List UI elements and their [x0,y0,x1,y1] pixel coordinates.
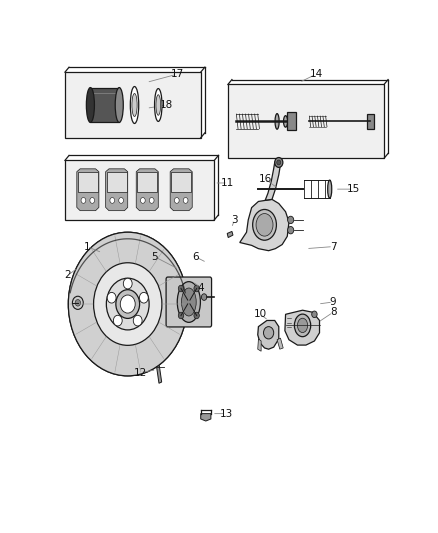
Ellipse shape [115,87,123,123]
Circle shape [178,285,184,292]
Polygon shape [227,231,233,238]
Bar [228,84,384,158]
Ellipse shape [68,232,187,376]
Circle shape [119,198,124,203]
Text: 3: 3 [231,215,238,225]
Circle shape [107,293,116,303]
Polygon shape [258,339,261,351]
Ellipse shape [275,114,279,129]
FancyBboxPatch shape [166,277,212,327]
Circle shape [174,198,179,203]
Circle shape [149,198,154,203]
Text: 12: 12 [134,368,147,377]
Text: 5: 5 [152,252,158,262]
Polygon shape [107,172,127,192]
Polygon shape [265,160,280,200]
Circle shape [312,311,317,318]
Polygon shape [171,172,191,192]
Circle shape [201,294,207,301]
Ellipse shape [106,278,149,330]
Polygon shape [170,169,192,211]
Circle shape [113,316,122,326]
Ellipse shape [177,281,201,322]
Ellipse shape [181,288,196,316]
Polygon shape [240,199,289,251]
Circle shape [75,300,81,306]
Text: 16: 16 [258,174,272,184]
Circle shape [72,296,83,309]
Ellipse shape [297,318,307,333]
Text: 18: 18 [160,100,173,110]
Bar [65,72,201,138]
Circle shape [194,285,199,292]
Text: 9: 9 [330,297,336,307]
Circle shape [141,198,145,203]
Ellipse shape [86,87,95,123]
Circle shape [288,227,294,234]
Ellipse shape [328,180,332,198]
Circle shape [194,312,199,319]
Circle shape [120,295,135,313]
Circle shape [275,158,283,167]
Circle shape [277,160,281,165]
Ellipse shape [253,209,276,240]
Text: 11: 11 [221,178,234,188]
Circle shape [110,198,115,203]
Text: 2: 2 [64,270,71,280]
Bar [65,160,214,220]
Polygon shape [156,366,162,383]
Ellipse shape [283,116,288,127]
Text: 8: 8 [330,307,336,317]
Ellipse shape [294,314,311,337]
Bar [287,112,296,131]
Circle shape [81,198,86,203]
Circle shape [183,198,188,203]
Circle shape [264,327,274,339]
Bar [367,114,374,129]
Ellipse shape [155,88,162,122]
Text: 7: 7 [330,241,336,252]
Circle shape [288,216,294,224]
Polygon shape [136,169,158,211]
Text: 14: 14 [310,69,323,79]
Polygon shape [77,169,99,211]
Text: 10: 10 [254,309,267,319]
Circle shape [90,198,95,203]
Polygon shape [285,310,320,345]
Text: 15: 15 [347,184,360,194]
Circle shape [139,293,148,303]
Polygon shape [106,169,128,211]
Ellipse shape [132,93,137,117]
Circle shape [133,316,142,326]
Circle shape [178,312,184,319]
Ellipse shape [116,290,140,318]
Text: 13: 13 [219,409,233,418]
Text: 17: 17 [170,69,184,79]
Ellipse shape [68,232,187,376]
Polygon shape [258,320,279,349]
Polygon shape [201,414,211,421]
Ellipse shape [94,263,162,345]
Polygon shape [277,338,283,349]
Polygon shape [138,172,157,192]
Text: 6: 6 [192,252,199,262]
Circle shape [124,278,132,289]
Text: 4: 4 [198,282,204,293]
Bar [90,87,119,123]
Text: 1: 1 [84,241,90,252]
Ellipse shape [131,86,139,124]
Ellipse shape [256,214,273,236]
Ellipse shape [156,95,161,115]
Polygon shape [78,172,98,192]
